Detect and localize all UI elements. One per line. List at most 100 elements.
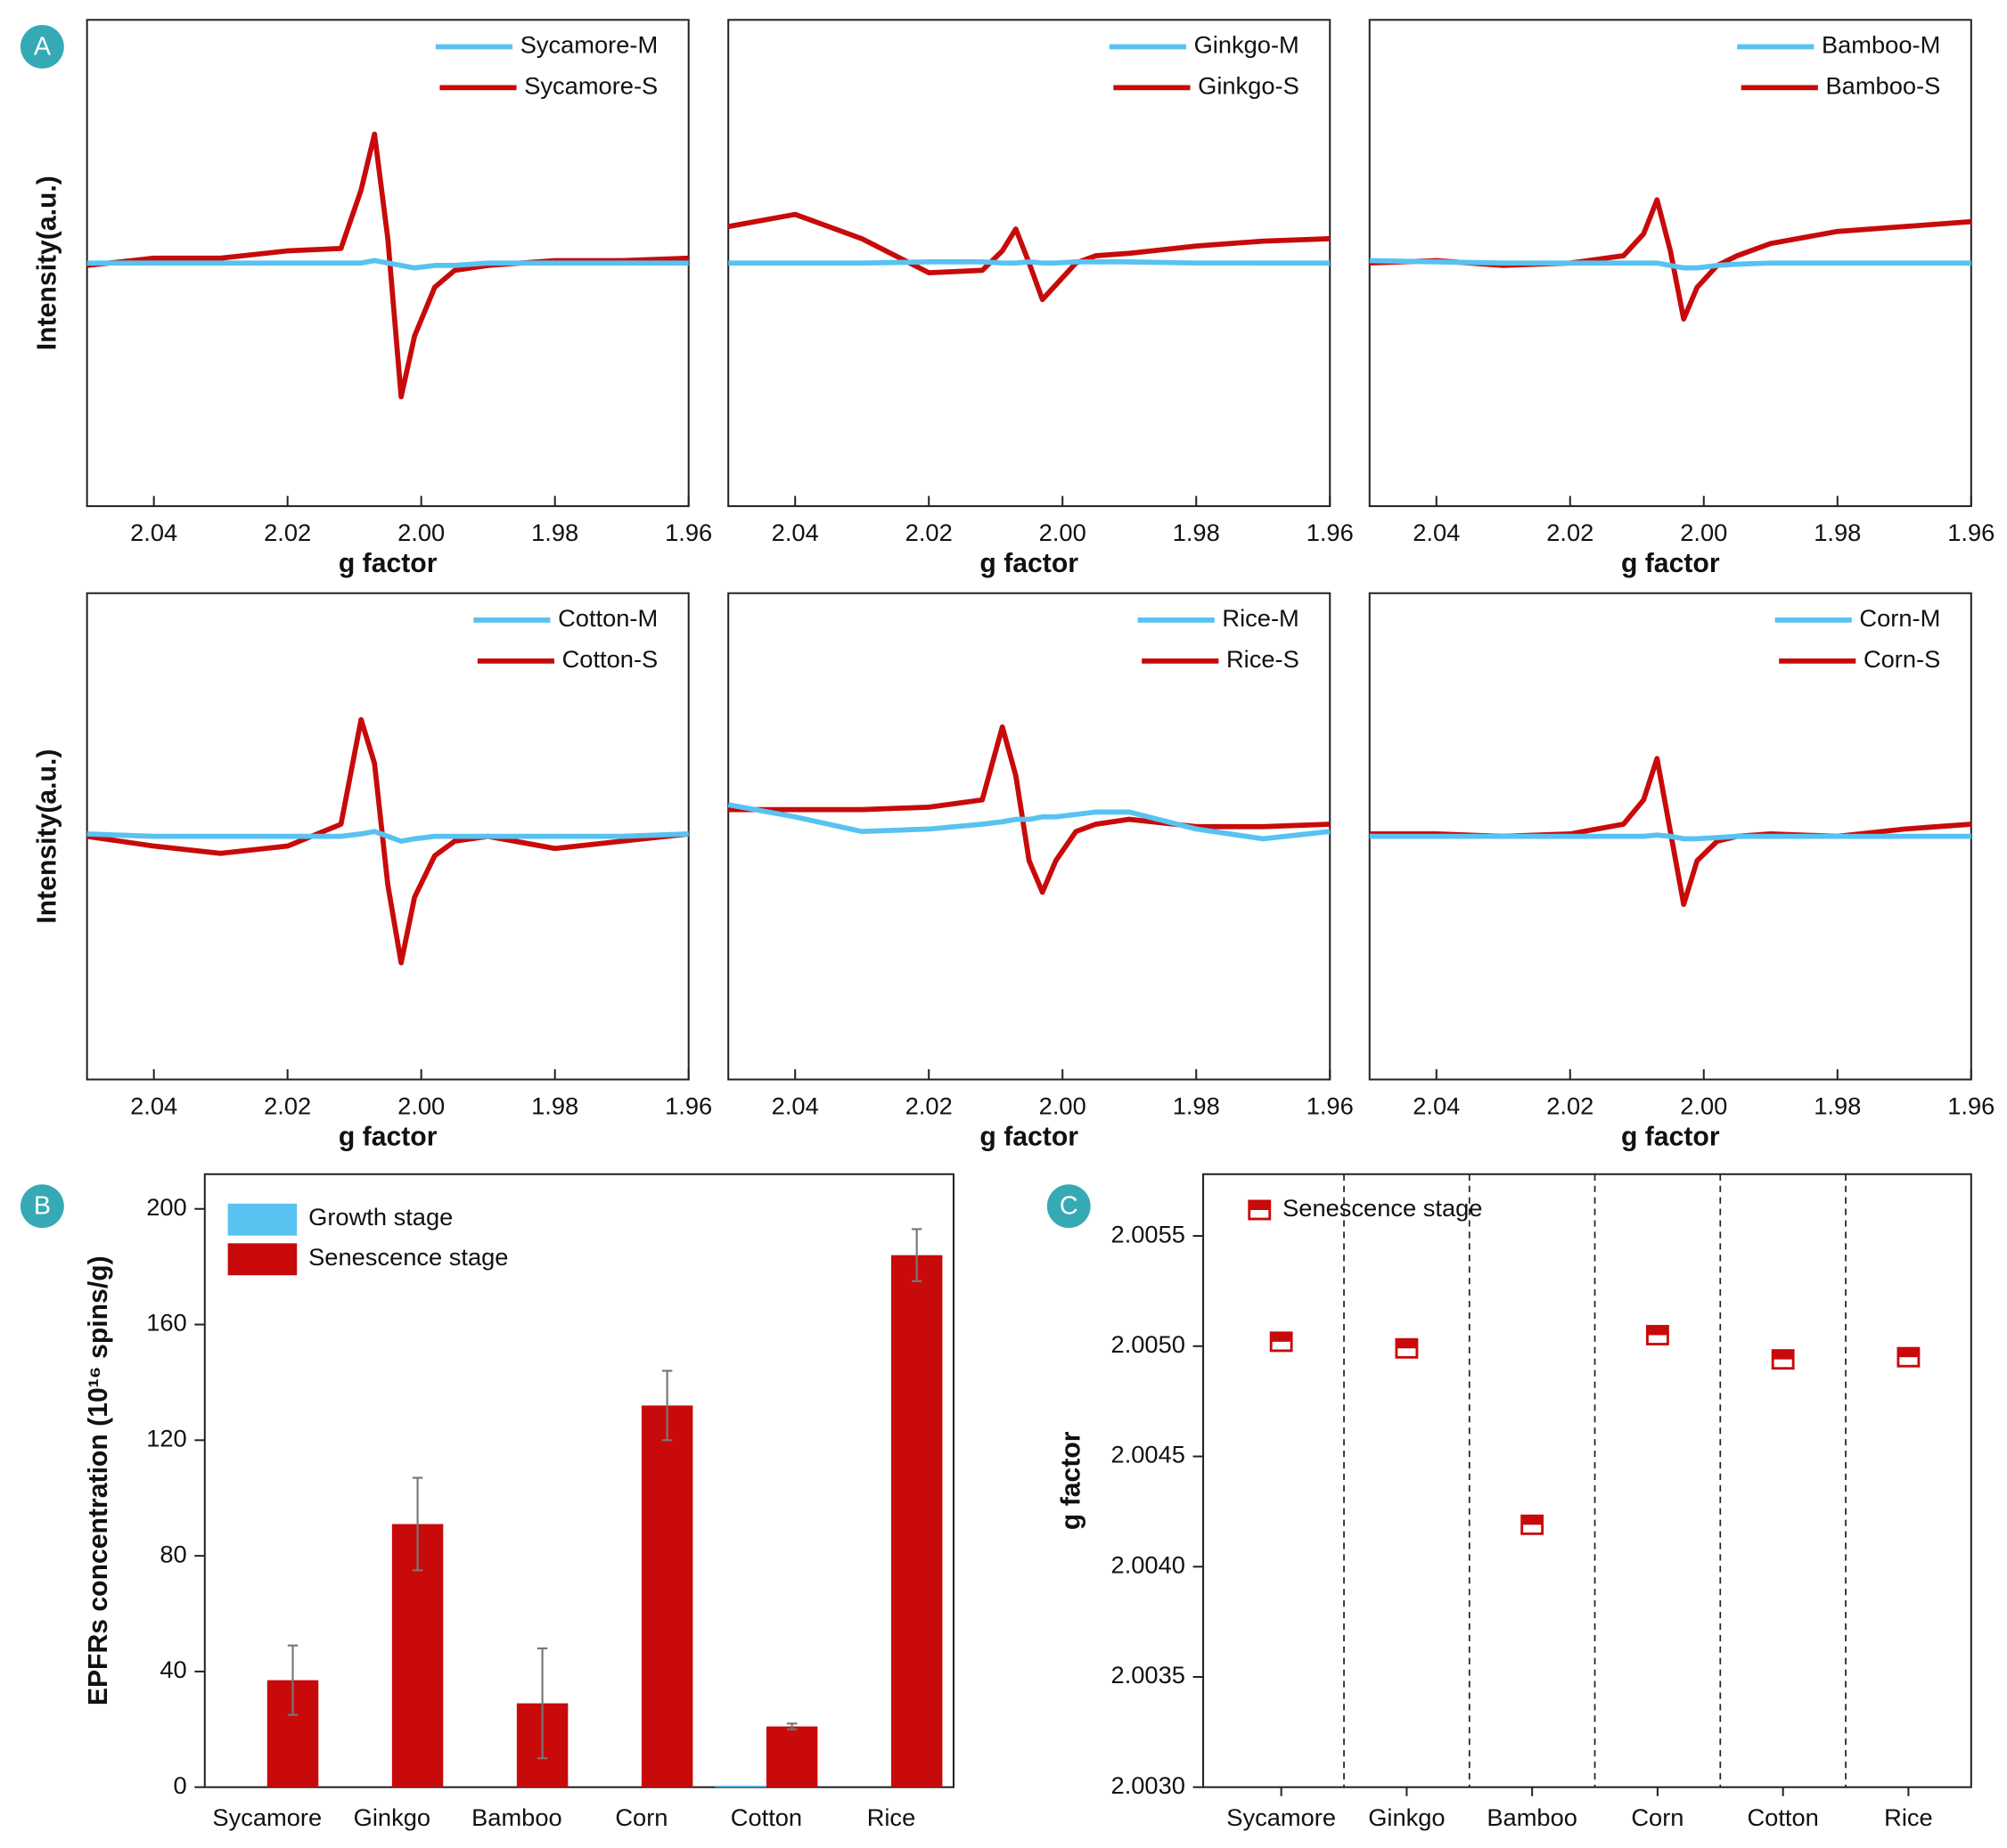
legend-label: Rice-M <box>1222 604 1298 632</box>
error-bar <box>287 1644 299 1716</box>
bar <box>641 1405 693 1787</box>
line-chart: 2.04 2.02 2.00 1.98 1.96 g factor Intensity(a.… <box>33 592 712 1152</box>
x-tick-label: Rice <box>867 1803 916 1831</box>
series-line <box>86 829 689 844</box>
line-chart: 2.04 2.02 2.00 1.98 1.96 g factor Ginkgo-M Gink… <box>727 19 1354 578</box>
error-bar <box>911 1228 922 1282</box>
x-tick-label: 2.04 <box>772 519 819 546</box>
badge-circle <box>1046 1184 1091 1229</box>
legend-label: Cotton-M <box>558 604 658 632</box>
y-tick-label: 2.0030 <box>1111 1771 1185 1799</box>
panel-label: C <box>1060 1192 1078 1221</box>
line-chart: 2.04 2.02 2.00 1.98 1.96 g factor Rice-M Rice-S <box>727 592 1354 1152</box>
bar <box>766 1726 818 1787</box>
x-tick-label: 2.02 <box>905 1092 953 1119</box>
plot-frame <box>727 592 1331 1081</box>
legend-label: Bamboo-S <box>1825 72 1940 100</box>
point <box>1395 1337 1419 1359</box>
bar-chart: 0 40 80 120 160 200 EPFRs concentration (10¹⁶ … <box>84 1173 954 1831</box>
error-bar <box>412 1476 423 1572</box>
x-tick-label: 1.98 <box>1814 519 1861 546</box>
x-tick-label: 2.04 <box>1413 519 1460 546</box>
point <box>1248 1199 1272 1221</box>
panel-badge: C <box>1046 1184 1091 1229</box>
bar <box>890 1255 943 1787</box>
y-tick-label: 2.0045 <box>1111 1441 1185 1468</box>
point <box>1645 1324 1669 1345</box>
x-tick-label: 2.00 <box>1039 519 1086 546</box>
x-tick-label: 2.00 <box>397 519 445 546</box>
legend-swatch <box>227 1243 298 1276</box>
x-tick-label: 1.98 <box>531 1092 578 1119</box>
y-tick-label: 2.0035 <box>1111 1661 1185 1689</box>
scatter-chart: 2.0030 2.0035 2.0040 2.0045 2.0050 2.0055 g fa… <box>1057 1173 1972 1831</box>
series-line <box>728 724 1331 895</box>
x-tick-label: Sycamore <box>212 1803 322 1831</box>
x-tick-label: 2.04 <box>772 1092 819 1119</box>
point-top <box>1249 1200 1270 1210</box>
point <box>1520 1514 1544 1535</box>
series-line <box>86 258 689 271</box>
panel-label: A <box>34 32 52 61</box>
x-tick-label: Sycamore <box>1226 1803 1336 1831</box>
x-axis-label: g factor <box>1621 549 1720 578</box>
line-chart: 2.04 2.02 2.00 1.98 1.96 g factor Bamboo-M Bamb… <box>1368 19 1995 578</box>
point-top <box>1271 1332 1292 1342</box>
x-tick-label: 2.02 <box>264 1092 311 1119</box>
x-tick-label: Bamboo <box>471 1803 562 1831</box>
x-tick-label: 2.04 <box>130 1092 177 1119</box>
y-tick-label: 2.0040 <box>1111 1550 1185 1578</box>
legend-label: Rice-S <box>1226 645 1299 673</box>
x-tick-label: Cotton <box>1747 1803 1818 1831</box>
x-tick-label: 1.98 <box>1173 1092 1220 1119</box>
y-axis-label: Intensity(a.u.) <box>33 176 62 350</box>
legend-label: Senescence stage <box>1282 1194 1482 1222</box>
x-tick-label: 1.96 <box>1947 519 1995 546</box>
x-tick-label: Rice <box>1884 1803 1933 1831</box>
x-tick-label: 1.96 <box>1307 1092 1354 1119</box>
x-tick-label: Bamboo <box>1487 1803 1577 1831</box>
x-tick-label: 1.98 <box>1814 1092 1861 1119</box>
x-tick-label: 2.04 <box>1413 1092 1460 1119</box>
x-tick-label: Ginkgo <box>354 1803 430 1831</box>
point <box>1269 1331 1293 1353</box>
legend-label: Corn-S <box>1864 645 1940 673</box>
y-axis-label: EPFRs concentration (10¹⁶ spins/g) <box>84 1255 113 1705</box>
x-tick-label: 2.00 <box>1680 519 1727 546</box>
series-line <box>1369 756 1971 907</box>
y-axis-label: g factor <box>1057 1431 1086 1530</box>
point-top <box>1897 1348 1919 1358</box>
legend-label: Bamboo-M <box>1822 31 1940 59</box>
x-tick-label: 1.96 <box>665 519 712 546</box>
y-axis-label: Intensity(a.u.) <box>33 749 62 924</box>
x-axis-label: g factor <box>979 1123 1078 1152</box>
y-tick-label: 160 <box>146 1309 187 1337</box>
x-tick-label: 1.96 <box>1307 519 1354 546</box>
x-tick-label: 2.02 <box>1546 1092 1593 1119</box>
line-chart: 2.04 2.02 2.00 1.98 1.96 g factor Intensity(a.… <box>33 19 712 578</box>
x-tick-label: Corn <box>615 1803 668 1831</box>
y-tick-label: 0 <box>174 1771 187 1799</box>
point <box>1896 1346 1921 1368</box>
x-tick-label: 2.00 <box>1680 1092 1727 1119</box>
legend-label: Corn-M <box>1859 604 1940 632</box>
badge-circle <box>20 25 64 69</box>
series-line <box>727 802 1331 842</box>
series-line <box>1369 258 1971 271</box>
legend-label: Ginkgo-S <box>1198 72 1299 100</box>
legend-label: Sycamore-S <box>524 72 658 100</box>
y-tick-label: 2.0055 <box>1111 1220 1185 1247</box>
error-bar <box>786 1722 798 1730</box>
point-top <box>1647 1326 1668 1336</box>
point-top <box>1521 1516 1543 1525</box>
x-axis-label: g factor <box>1621 1123 1720 1152</box>
legend-label: Ginkgo-M <box>1194 31 1299 59</box>
x-tick-label: 1.96 <box>665 1092 712 1119</box>
x-axis-label: g factor <box>339 1123 438 1152</box>
x-tick-label: 1.98 <box>1173 519 1220 546</box>
x-tick-label: Ginkgo <box>1368 1803 1445 1831</box>
error-bar <box>661 1370 673 1442</box>
legend-label: Growth stage <box>308 1203 453 1231</box>
